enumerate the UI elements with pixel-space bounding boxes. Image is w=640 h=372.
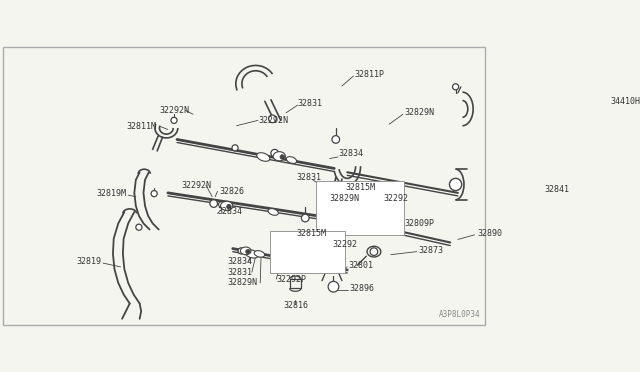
Text: 32811P: 32811P xyxy=(355,70,385,79)
Text: 32829N: 32829N xyxy=(404,108,435,117)
Text: 32829N: 32829N xyxy=(330,194,360,203)
Circle shape xyxy=(210,200,218,207)
Text: 32292N: 32292N xyxy=(159,106,189,115)
Text: 32292N: 32292N xyxy=(182,181,212,190)
Ellipse shape xyxy=(273,152,285,161)
Text: 32809P: 32809P xyxy=(404,219,435,228)
Bar xyxy=(270,231,345,273)
Circle shape xyxy=(246,249,250,254)
Text: 32819: 32819 xyxy=(76,257,101,266)
Circle shape xyxy=(232,145,238,151)
Circle shape xyxy=(452,84,459,90)
Text: 32292: 32292 xyxy=(332,240,357,249)
Circle shape xyxy=(332,136,340,143)
Text: A3P8L0P34: A3P8L0P34 xyxy=(439,310,481,319)
Text: 32841: 32841 xyxy=(545,185,570,193)
Text: 32811M: 32811M xyxy=(127,122,157,131)
Circle shape xyxy=(301,214,309,222)
Ellipse shape xyxy=(254,251,265,257)
Ellipse shape xyxy=(218,202,232,210)
Bar xyxy=(316,182,404,235)
Ellipse shape xyxy=(286,157,297,163)
Circle shape xyxy=(151,190,157,197)
Ellipse shape xyxy=(257,153,270,161)
Text: 32292: 32292 xyxy=(383,194,408,203)
Ellipse shape xyxy=(268,209,278,215)
Circle shape xyxy=(269,115,276,123)
Text: 32834: 32834 xyxy=(218,208,243,217)
Ellipse shape xyxy=(221,201,233,211)
Text: 32292P: 32292P xyxy=(276,275,307,283)
Text: 32831: 32831 xyxy=(298,99,323,108)
Text: 32819M: 32819M xyxy=(96,189,126,198)
Text: 32890: 32890 xyxy=(477,229,502,238)
Text: 32834: 32834 xyxy=(227,257,252,266)
Text: 32826: 32826 xyxy=(220,187,244,196)
Text: 32815M: 32815M xyxy=(296,229,326,238)
Circle shape xyxy=(136,224,142,230)
Text: 32816: 32816 xyxy=(284,301,309,310)
Text: 32873: 32873 xyxy=(418,246,443,254)
Circle shape xyxy=(238,248,244,254)
Circle shape xyxy=(271,150,278,157)
Text: 32896: 32896 xyxy=(349,284,374,293)
Text: 32831: 32831 xyxy=(227,268,252,277)
Text: 32801: 32801 xyxy=(349,261,374,270)
Text: 32829N: 32829N xyxy=(227,278,257,288)
Text: 32834: 32834 xyxy=(338,149,363,158)
Circle shape xyxy=(328,281,339,292)
Circle shape xyxy=(227,204,231,209)
Text: 32292N: 32292N xyxy=(258,116,288,125)
Circle shape xyxy=(370,248,378,256)
Circle shape xyxy=(171,117,177,124)
Text: 34410H: 34410H xyxy=(611,97,640,106)
Ellipse shape xyxy=(245,250,259,258)
Circle shape xyxy=(280,155,285,159)
Text: 32815M: 32815M xyxy=(346,183,376,192)
Text: 32831: 32831 xyxy=(296,173,321,182)
Circle shape xyxy=(449,178,461,190)
Ellipse shape xyxy=(241,247,251,255)
